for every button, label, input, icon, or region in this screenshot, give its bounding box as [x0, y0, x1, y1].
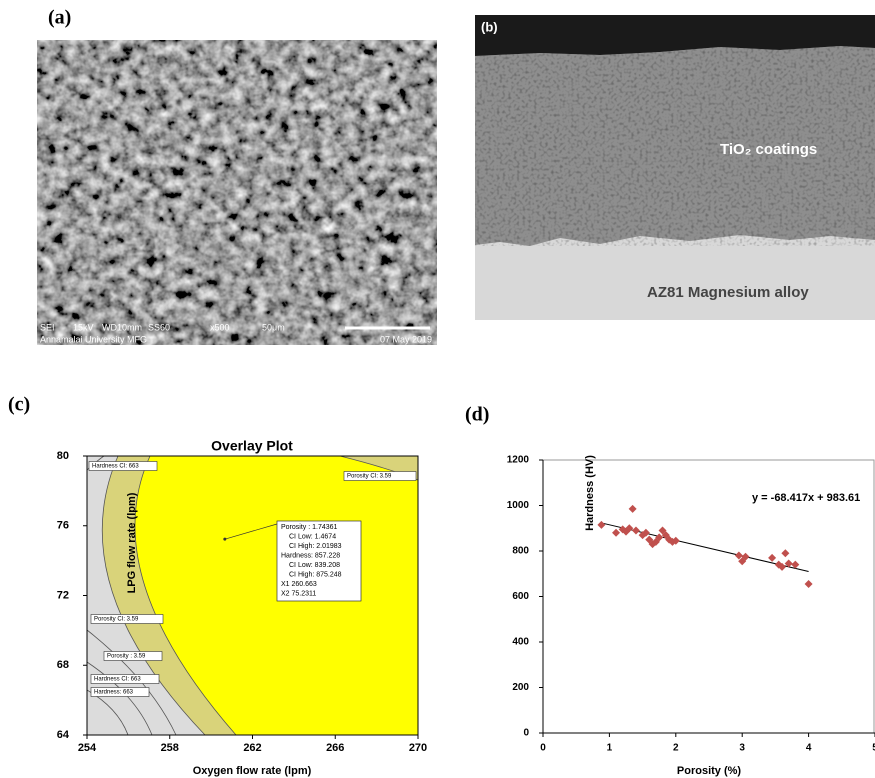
- contour-label-box: [90, 674, 160, 684]
- data-point: [631, 526, 640, 535]
- porosity-speckle: [475, 46, 875, 246]
- y-tick-label: 68: [57, 659, 69, 671]
- y-tick-label: 76: [57, 520, 69, 532]
- x-tick-label: 254: [78, 742, 97, 754]
- data-point: [734, 551, 743, 560]
- data-point: [612, 528, 621, 537]
- y-tick-label: 400: [512, 637, 529, 648]
- chart-title: Overlay Plot: [211, 438, 293, 454]
- y-tick-label: 64: [57, 729, 70, 741]
- flag-text: CI Low: 839.208: [289, 562, 340, 569]
- x-tick-label: 262: [243, 742, 261, 754]
- cross-section-image: [475, 15, 875, 320]
- data-point: [781, 549, 790, 558]
- data-point: [641, 528, 650, 537]
- overlay-plot: Hardness CI: 663 Porosity CI: 3.59 Porosit…: [86, 455, 419, 736]
- contour-label: Porosity : 3.59: [107, 654, 146, 660]
- flag-text: X1 260.663: [281, 581, 317, 588]
- data-point: [628, 504, 637, 513]
- data-point: [597, 520, 606, 529]
- data-point: [625, 524, 634, 533]
- layer-label: AZ81 Magnesium alloy: [647, 284, 809, 301]
- info-text: 07 May 2019: [380, 334, 432, 344]
- info-text: SEI: [40, 322, 55, 332]
- flag-line: [224, 523, 278, 540]
- mount: [475, 15, 875, 56]
- info-text: x500: [210, 322, 230, 332]
- contour-label-box: [343, 471, 417, 481]
- flag-text: CI High: 875.248: [289, 571, 342, 578]
- trendline-equation: y = -68.417x + 983.61: [752, 492, 860, 504]
- x-tick-label: 4: [806, 743, 812, 754]
- flag-text: Porosity : 1.74361: [281, 524, 338, 531]
- info-bar: SEI 15kV WD10mm SS60 x500 50μm Annamalai Unive…: [40, 322, 432, 344]
- info-text: WD10mm: [102, 322, 142, 332]
- contour-label-box: [103, 651, 163, 661]
- y-tick-label: 1000: [507, 500, 530, 511]
- data-point: [804, 579, 813, 588]
- x-tick-label: 1: [607, 743, 613, 754]
- x-axis-label: Porosity (%): [677, 765, 742, 777]
- x-tick-label: 5: [872, 743, 875, 754]
- plot-frame: [542, 459, 875, 734]
- y-axis-label: Hardness (HV): [584, 455, 596, 531]
- data-point: [791, 560, 800, 569]
- flag-box: [276, 520, 362, 602]
- contour-label: Porosity CI: 3.59: [94, 617, 139, 623]
- contour-label-box: [90, 687, 150, 697]
- y-tick-label: 600: [512, 591, 529, 602]
- info-text: Annamalai University MFG: [40, 334, 147, 344]
- x-tick-label: 0: [540, 743, 546, 754]
- data-point: [655, 533, 664, 542]
- contour-label-box: [88, 461, 158, 471]
- x-tick-label: 258: [161, 742, 179, 754]
- x-axis-label: Oxygen flow rate (lpm): [193, 765, 312, 777]
- y-tick-label: 800: [512, 546, 529, 557]
- data-point: [741, 552, 750, 561]
- x-tick-label: 266: [326, 742, 344, 754]
- flag-text: CI Low: 1.4674: [289, 533, 336, 540]
- contour-label: Hardness CI: 663: [92, 464, 139, 470]
- y-tick-label: 72: [57, 589, 69, 601]
- info-text: 15kV: [73, 322, 94, 332]
- panel-label: (b): [481, 19, 498, 34]
- data-point: [784, 559, 793, 568]
- layer-label: TiO₂ coatings: [720, 141, 817, 158]
- y-tick-label: 80: [57, 450, 69, 462]
- y-tick-label: 200: [512, 682, 529, 693]
- y-tick-label: 0: [523, 728, 529, 739]
- ci-band: [102, 456, 418, 735]
- contour-label: Hardness: 663: [94, 690, 134, 696]
- info-text: SS60: [148, 322, 170, 332]
- panel-label: (a): [48, 7, 71, 29]
- x-tick-label: 2: [673, 743, 679, 754]
- flag-text: CI High: 2.01983: [289, 543, 342, 550]
- contour-label: Porosity CI: 3.59: [347, 474, 392, 480]
- contour-label: Hardness CI: 663: [94, 677, 141, 683]
- data-point: [768, 553, 777, 562]
- y-tick-label: 1200: [507, 455, 530, 466]
- flag-text: X2 75.2311: [281, 590, 316, 597]
- flag-point: [223, 537, 227, 541]
- panel-label: (d): [465, 404, 489, 426]
- info-text: 50μm: [262, 322, 285, 332]
- x-tick-label: 3: [739, 743, 745, 754]
- flag-text: Hardness: 857.228: [281, 552, 340, 559]
- contour-label-box: [90, 614, 164, 624]
- y-axis-label: LPG flow rate (lpm): [126, 492, 138, 593]
- data-point: [778, 562, 787, 571]
- sem-texture: [37, 40, 437, 345]
- data-point: [671, 536, 680, 545]
- x-tick-label: 270: [409, 742, 427, 754]
- panel-label: (c): [8, 394, 30, 416]
